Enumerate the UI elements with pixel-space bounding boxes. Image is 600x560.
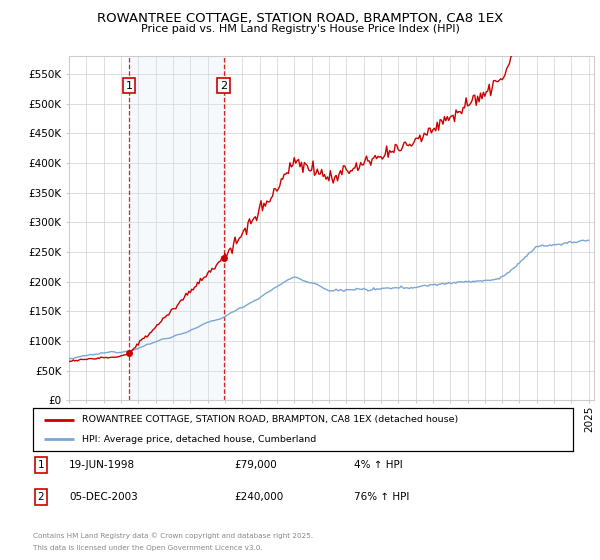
Text: 2: 2	[37, 492, 44, 502]
Text: HPI: Average price, detached house, Cumberland: HPI: Average price, detached house, Cumb…	[82, 435, 316, 444]
Text: Contains HM Land Registry data © Crown copyright and database right 2025.: Contains HM Land Registry data © Crown c…	[33, 533, 313, 539]
Text: 1: 1	[125, 81, 133, 91]
Text: 4% ↑ HPI: 4% ↑ HPI	[354, 460, 403, 470]
Text: 05-DEC-2003: 05-DEC-2003	[69, 492, 138, 502]
Text: Price paid vs. HM Land Registry's House Price Index (HPI): Price paid vs. HM Land Registry's House …	[140, 24, 460, 34]
Text: This data is licensed under the Open Government Licence v3.0.: This data is licensed under the Open Gov…	[33, 545, 263, 551]
Text: £240,000: £240,000	[234, 492, 283, 502]
Text: 1: 1	[37, 460, 44, 470]
Text: 76% ↑ HPI: 76% ↑ HPI	[354, 492, 409, 502]
Bar	[129, 56, 224, 400]
Text: ROWANTREE COTTAGE, STATION ROAD, BRAMPTON, CA8 1EX: ROWANTREE COTTAGE, STATION ROAD, BRAMPTO…	[97, 12, 503, 25]
Text: 2: 2	[220, 81, 227, 91]
Text: £79,000: £79,000	[234, 460, 277, 470]
Text: 19-JUN-1998: 19-JUN-1998	[69, 460, 135, 470]
Text: ROWANTREE COTTAGE, STATION ROAD, BRAMPTON, CA8 1EX (detached house): ROWANTREE COTTAGE, STATION ROAD, BRAMPTO…	[82, 415, 458, 424]
